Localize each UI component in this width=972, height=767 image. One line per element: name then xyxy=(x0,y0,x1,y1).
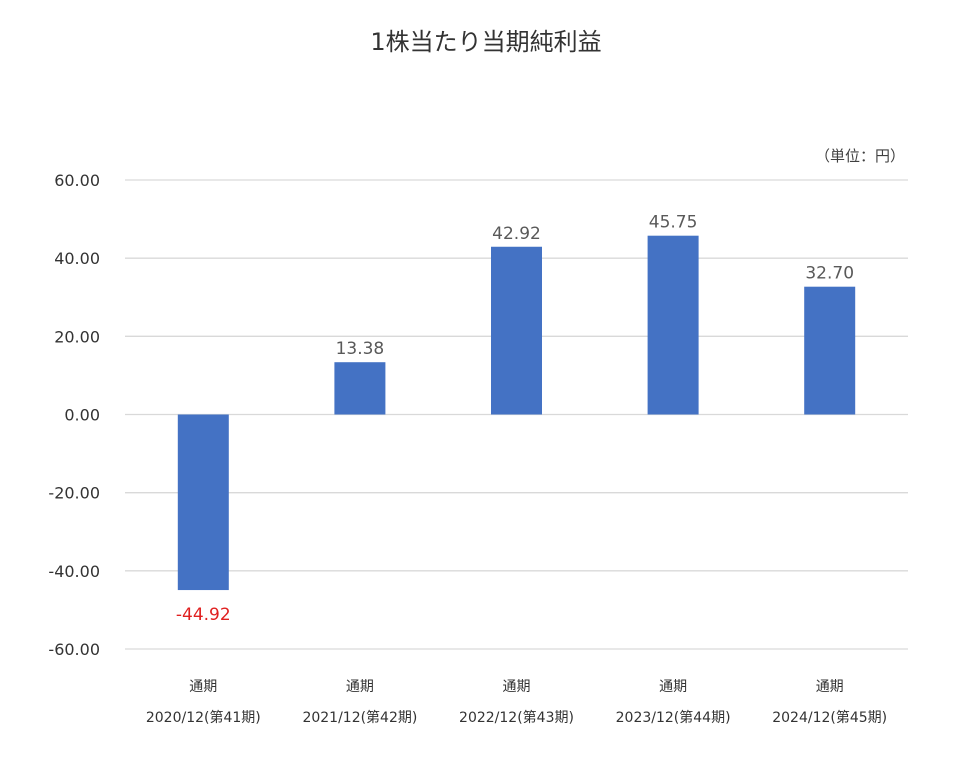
x-tick-label-year: 2020/12(第41期) xyxy=(146,709,261,726)
y-tick-label: 20.00 xyxy=(54,327,100,346)
x-tick-label-period: 通期 xyxy=(816,679,844,695)
x-tick-label-period: 通期 xyxy=(503,679,531,695)
x-tick-label-year: 2024/12(第45期) xyxy=(772,709,887,726)
data-label: 42.92 xyxy=(492,224,541,244)
x-tick-label-period: 通期 xyxy=(346,679,374,695)
y-axis-ticks: 60.00 40.00 20.00 0.00 -20.00 -40.00 -60.00 xyxy=(48,171,100,659)
chart-title: 1株当たり当期純利益 xyxy=(370,28,601,56)
y-tick-label: -60.00 xyxy=(48,640,100,659)
y-tick-label: 60.00 xyxy=(54,171,100,190)
y-tick-label: 0.00 xyxy=(64,406,100,425)
bar xyxy=(804,286,856,415)
x-tick-label-year: 2021/12(第42期) xyxy=(302,709,417,726)
x-tick-label-year: 2023/12(第44期) xyxy=(616,709,731,726)
x-tick-label-period: 通期 xyxy=(189,679,217,695)
x-tick-label-period: 通期 xyxy=(659,679,687,695)
y-tick-label: -20.00 xyxy=(48,484,100,503)
unit-label: （単位：円） xyxy=(815,147,905,165)
data-label: 13.38 xyxy=(336,339,385,359)
bar xyxy=(491,246,542,415)
bar xyxy=(647,235,699,415)
data-label: -44.92 xyxy=(176,605,231,625)
y-tick-label: -40.00 xyxy=(48,562,100,581)
bar xyxy=(334,362,386,415)
bar xyxy=(177,414,229,591)
data-labels: -44.92 13.38 42.92 45.75 32.70 xyxy=(176,213,854,625)
x-axis-categories: 通期 2020/12(第41期) 通期 2021/12(第42期) 通期 2022/12(… xyxy=(146,679,887,726)
bars xyxy=(177,235,856,591)
y-tick-label: 40.00 xyxy=(54,249,100,268)
data-label: 45.75 xyxy=(649,213,698,233)
x-tick-label-year: 2022/12(第43期) xyxy=(459,709,574,726)
data-label: 32.70 xyxy=(805,264,854,284)
